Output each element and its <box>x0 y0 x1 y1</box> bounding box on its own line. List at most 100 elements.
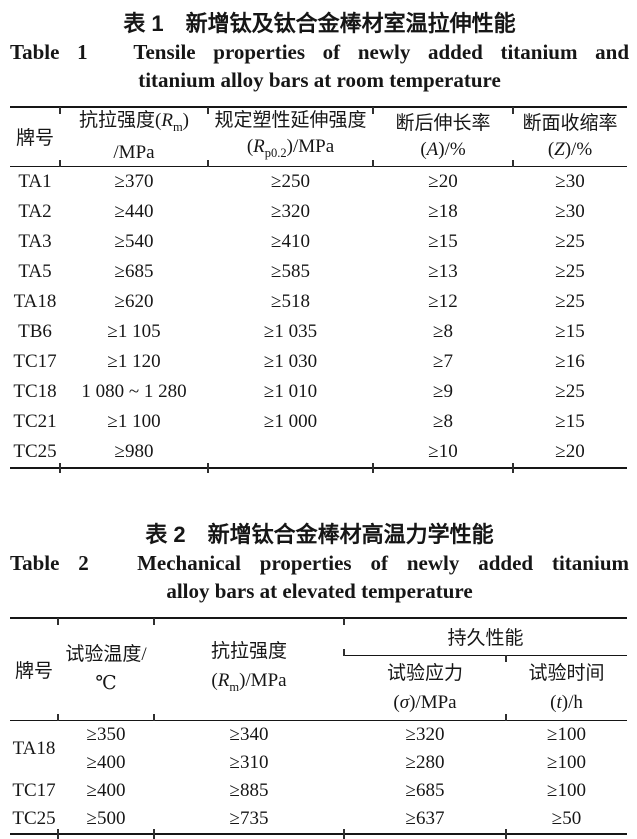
cell-rm: ≥620 <box>114 290 154 312</box>
table1-header-grade: 牌号 <box>15 128 54 150</box>
cell-time: ≥50 <box>505 805 627 839</box>
cell-rp: ≥320 <box>271 200 310 222</box>
cell-a: ≥13 <box>428 260 458 282</box>
header-line: 抗拉强度(Rm) <box>79 110 189 134</box>
cell-rp <box>207 437 373 473</box>
cell-grade: TA18 <box>12 737 56 759</box>
cell-rm: ≥340 <box>229 723 269 745</box>
table2-header-test-temperature: 试验温度/ ℃ <box>57 616 154 721</box>
cell-grade: TC17 <box>13 350 57 372</box>
table-row: TA3 ≥540 ≥410 ≥15 ≥25 <box>10 227 627 257</box>
header-line: (Rm)/MPa <box>211 669 287 694</box>
table2-header-group-row: 牌号 试验温度/ ℃ 抗拉强度 (Rm)/MPa 持久性能 <box>10 616 628 720</box>
cell-rm: ≥370 <box>114 170 154 192</box>
cell-z: ≥20 <box>512 437 627 473</box>
table2: 牌号 试验温度/ ℃ 抗拉强度 (Rm)/MPa 持久性能 试验应力 (σ)/M… <box>10 616 628 839</box>
cell-rp: ≥1 010 <box>263 380 318 402</box>
cell-z: ≥15 <box>555 320 585 342</box>
cell-z: ≥25 <box>555 230 585 252</box>
cell-rp: ≥1 000 <box>263 410 318 432</box>
cell-temp: ≥400 <box>86 779 126 801</box>
cell-rm: ≥735 <box>153 805 344 839</box>
cell-rp: ≥250 <box>271 170 310 192</box>
table2-section: 表 2 新增钛合金棒材高温力学性能 Table 2 Mechanical pro… <box>10 521 629 839</box>
cell-stress: ≥685 <box>405 779 445 801</box>
table-row: TC25 ≥500 ≥735 ≥637 ≥50 <box>10 805 627 839</box>
cell-z: ≥16 <box>555 350 585 372</box>
cell-rm: ≥540 <box>114 230 154 252</box>
table-row: TA18 ≥620 ≥518 ≥12 ≥25 <box>10 287 627 317</box>
header-line: /MPa <box>113 141 155 163</box>
cell-grade: TA18 <box>13 290 57 312</box>
cell-a: ≥18 <box>428 200 458 222</box>
table-row: TB6 ≥1 105 ≥1 035 ≥8 ≥15 <box>10 317 627 347</box>
header-line: 试验应力 <box>386 662 463 684</box>
cell-grade: TC25 <box>13 440 57 462</box>
cell-temp: ≥350 <box>86 723 126 745</box>
cell-a: ≥15 <box>428 230 458 252</box>
header-line: (t)/h <box>550 691 583 713</box>
cell-a: ≥9 <box>433 380 453 402</box>
header-line: (A)/% <box>420 138 466 160</box>
table2-caption-en-line1: Table 2 Mechanical properties of newly a… <box>10 550 629 575</box>
table2-header-test-stress: 试验应力 (σ)/MPa <box>344 655 506 720</box>
header-line: ℃ <box>95 673 117 695</box>
cell-rm: ≥1 105 <box>107 320 161 342</box>
table2-header-endurance-group: 持久性能 <box>343 616 628 656</box>
table1-header-elongation: 断后伸长率 (A)/% <box>372 105 513 167</box>
cell-a: ≥10 <box>372 437 513 473</box>
cell-stress: ≥637 <box>343 805 506 839</box>
cell-rm: ≥885 <box>229 779 269 801</box>
table1-caption-zh: 表 1 新增钛及钛合金棒材室温拉伸性能 <box>123 11 516 36</box>
cell-temp: ≥400 <box>86 751 126 773</box>
table-row: TA1 ≥370 ≥250 ≥20 ≥30 <box>10 166 627 197</box>
header-line: 抗拉强度 <box>210 640 287 662</box>
cell-rm: ≥980 <box>59 437 208 473</box>
table2-caption-zh: 表 2 新增钛合金棒材高温力学性能 <box>145 521 494 547</box>
table2-header-tensile-strength: 抗拉强度 (Rm)/MPa <box>153 616 344 721</box>
cell-rm: ≥310 <box>229 751 269 773</box>
header-line: (σ)/MPa <box>393 691 457 713</box>
cell-stress: ≥280 <box>405 751 445 773</box>
cell-rm: ≥1 100 <box>107 410 161 432</box>
header-line: 规定塑性延伸强度 <box>214 110 367 131</box>
header-line: 断面收缩率 <box>522 112 618 134</box>
cell-time: ≥100 <box>547 779 586 801</box>
table1-section: 表 1 新增钛及钛合金棒材室温拉伸性能 Table 1 Tensile prop… <box>10 10 629 473</box>
cell-grade: TC21 <box>13 410 57 432</box>
header-line: 试验时间 <box>528 662 605 684</box>
cell-rp: ≥1 030 <box>263 350 318 372</box>
cell-rm: 1 080 ~ 1 280 <box>81 380 187 402</box>
cell-time: ≥100 <box>547 723 586 745</box>
table-row: TC21 ≥1 100 ≥1 000 ≥8 ≥15 <box>10 407 627 437</box>
cell-a: ≥7 <box>433 350 453 372</box>
table-row: TC18 1 080 ~ 1 280 ≥1 010 ≥9 ≥25 <box>10 377 627 407</box>
cell-grade: TA1 <box>18 170 52 192</box>
cell-temp: ≥500 <box>57 805 154 839</box>
table1-header-proof-strength: 规定塑性延伸强度 (Rp0.2)/MPa <box>207 105 373 167</box>
table-row: TA18 ≥350 ≥340 ≥320 ≥100 <box>10 720 627 759</box>
header-line: 试验温度/ <box>65 644 147 666</box>
cell-rm: ≥1 120 <box>107 350 161 372</box>
cell-z: ≥25 <box>555 380 585 402</box>
table1-header-reduction-of-area: 断面收缩率 (Z)/% <box>512 105 627 167</box>
cell-stress: ≥320 <box>405 723 445 745</box>
table-row: TA2 ≥440 ≥320 ≥18 ≥30 <box>10 197 627 227</box>
table1-header-tensile-strength: 抗拉强度(Rm) /MPa <box>59 105 208 167</box>
cell-z: ≥25 <box>555 260 585 282</box>
table-row: ≥400 ≥310 ≥280 ≥100 <box>10 749 627 777</box>
table-row: TC25 ≥980 ≥10 ≥20 <box>10 437 627 473</box>
cell-z: ≥30 <box>555 170 585 192</box>
cell-rp: ≥585 <box>271 260 310 282</box>
cell-a: ≥12 <box>428 290 458 312</box>
header-line: (Rp0.2)/MPa <box>246 136 335 160</box>
table1-caption-en-line1: Table 1 Tensile properties of newly adde… <box>10 40 629 64</box>
table1: 牌号 抗拉强度(Rm) /MPa 规定塑性延伸强度 (Rp0.2)/MPa 断后… <box>10 105 627 473</box>
cell-grade: TC25 <box>12 807 56 829</box>
cell-a: ≥8 <box>433 320 453 342</box>
cell-rm: ≥685 <box>114 260 154 282</box>
cell-grade: TA5 <box>18 260 52 282</box>
header-line: 断后伸长率 <box>395 112 491 134</box>
cell-z: ≥25 <box>555 290 585 312</box>
table2-header-test-time: 试验时间 (t)/h <box>505 654 627 721</box>
